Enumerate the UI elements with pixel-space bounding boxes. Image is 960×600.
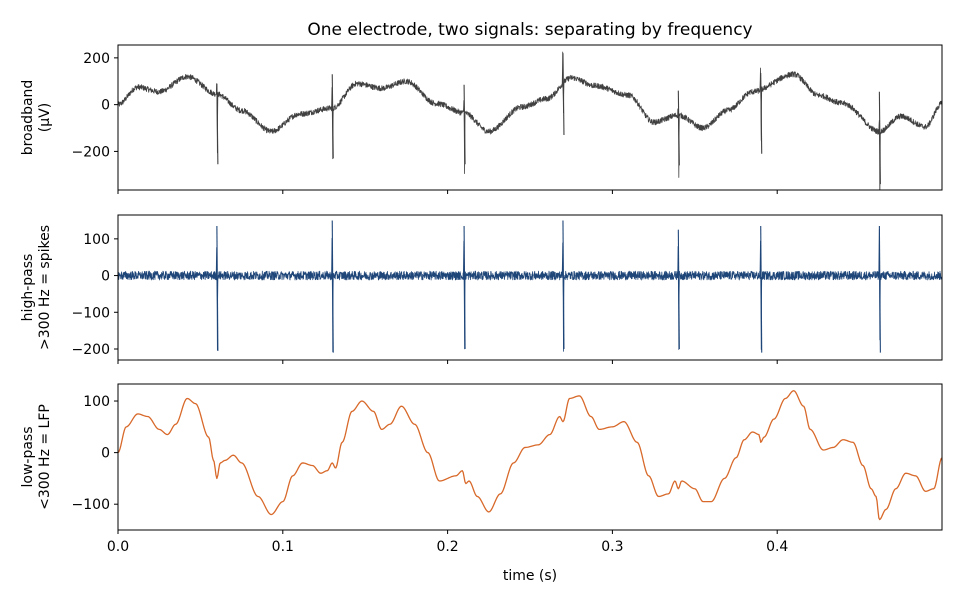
y-tick-label: 0: [101, 98, 110, 114]
high-pass-y-axis-label: high-pass>300 Hz = spikes: [20, 225, 53, 350]
high-pass-series-line: [118, 229, 942, 353]
low-pass-y-axis-label: low-pass<300 Hz = LFP: [20, 404, 53, 510]
broadband-series-line: [118, 51, 942, 190]
low-pass-panel: 100 0 −100 0.0 0.1 0.2 0.3 0.4 low-pass<300 Hz =…: [20, 383, 943, 555]
low-pass-axes-frame: [117, 383, 943, 531]
y-tick-label: −100: [72, 305, 110, 321]
x-tick-label: 0.3: [601, 539, 623, 555]
low-pass-series-line: [118, 390, 942, 521]
high-pass-axes-frame: [117, 214, 943, 361]
broadband-panel: 200 0 −200 broadband(µV): [20, 44, 943, 194]
x-axis-label: time (s): [503, 568, 557, 584]
y-tick-label: 100: [83, 232, 110, 248]
broadband-axes-frame: [117, 44, 943, 191]
broadband-y-axis-label: broadband(µV): [20, 80, 53, 156]
y-tick-label: 100: [83, 394, 110, 410]
y-tick-label: −200: [72, 144, 110, 160]
y-tick-label: 0: [101, 269, 110, 285]
y-tick-label: −200: [72, 342, 110, 358]
x-tick-label: 0.1: [272, 539, 294, 555]
x-tick-label: 0.2: [436, 539, 458, 555]
x-tick-label: 0.4: [766, 539, 788, 555]
x-tick-label: 0.0: [107, 539, 129, 555]
y-tick-label: 0: [101, 446, 110, 462]
y-tick-label: −100: [72, 497, 110, 513]
high-pass-panel: 100 0 −100 −200 high-pass>300 Hz = spikes: [20, 214, 943, 364]
y-tick-label: 200: [83, 51, 110, 67]
chart-title: One electrode, two signals: separating b…: [307, 20, 752, 40]
